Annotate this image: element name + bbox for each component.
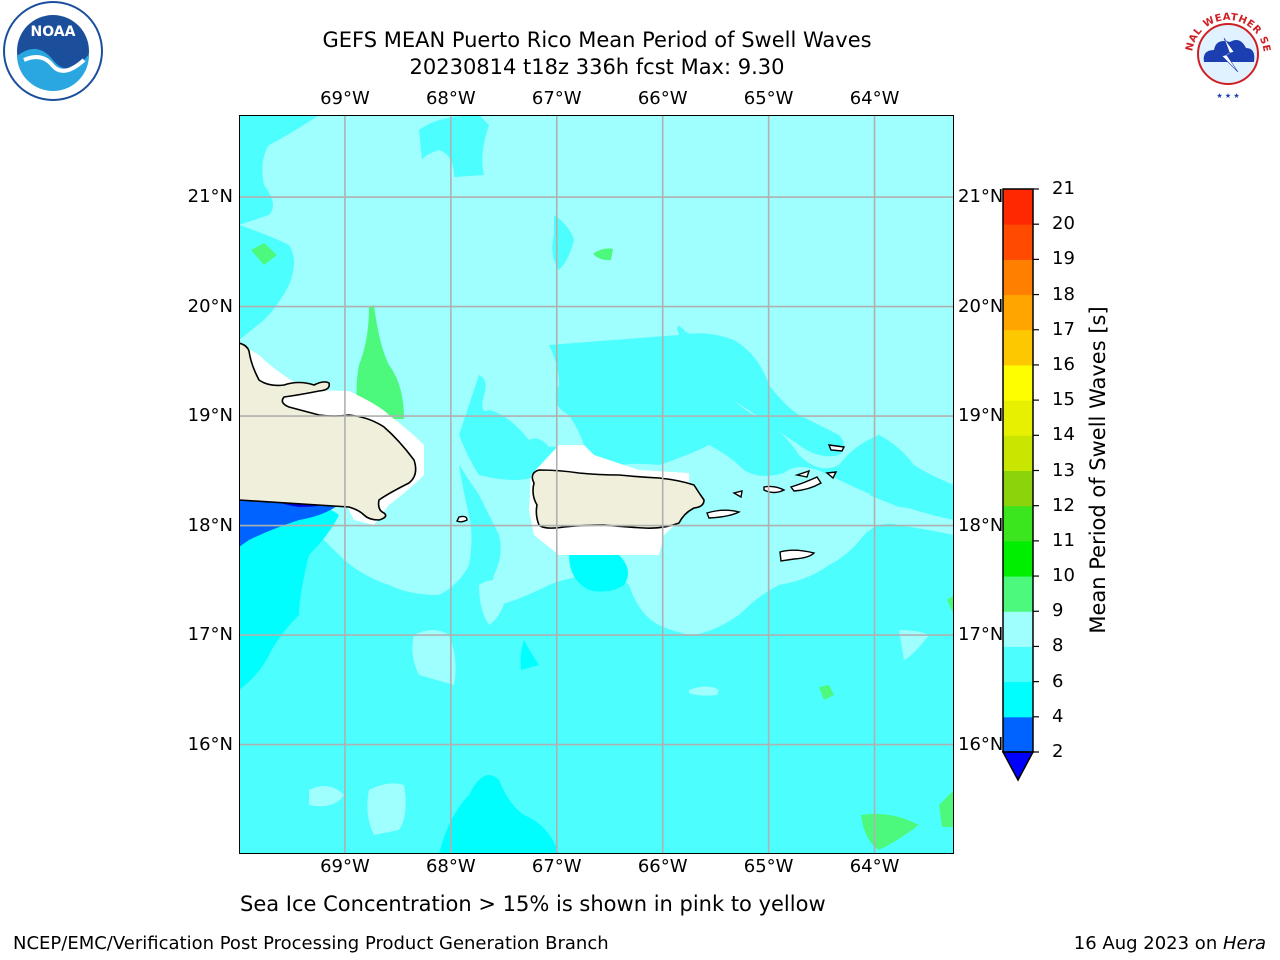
lon-label: 68°W — [425, 88, 476, 109]
colorbar-tick-label: 6 — [1052, 670, 1064, 692]
colorbar-segment — [1003, 681, 1033, 718]
lon-label: 69°W — [320, 856, 370, 877]
contour-8-9-pockets — [309, 580, 929, 835]
lon-label: 66°W — [637, 88, 688, 109]
lon-label: 64°W — [849, 856, 900, 877]
lat-label: 20°N — [958, 295, 1004, 317]
nws-logo: NATIONAL WEATHER SERVICE ★ ★ ★ — [1178, 2, 1277, 101]
lat-label: 21°N — [187, 186, 233, 208]
lat-label: 18°N — [187, 514, 233, 536]
colorbar-segment — [1003, 576, 1033, 612]
colorbar-tick-label: 20 — [1052, 213, 1075, 235]
colorbar-tick-label: 8 — [1052, 635, 1064, 657]
lat-label: 16°N — [958, 733, 1004, 755]
lat-label: 16°N — [187, 733, 233, 755]
contour-2-4 — [239, 500, 344, 547]
sea-ice-note: Sea Ice Concentration > 15% is shown in … — [240, 892, 826, 916]
producer-credit: NCEP/EMC/Verification Post Processing Pr… — [13, 933, 609, 954]
chart-subtitle: 20230814 t18z 336h fcst Max: 9.30 — [409, 55, 785, 79]
colorbar-segment — [1003, 470, 1033, 507]
lat-label: 21°N — [958, 186, 1004, 208]
lon-label: 69°W — [320, 88, 370, 109]
lat-label: 17°N — [187, 624, 233, 646]
colorbar-segment — [1003, 646, 1033, 683]
colorbar-segment — [1003, 505, 1033, 542]
svg-text:NOAA: NOAA — [31, 24, 76, 40]
lon-label: 67°W — [531, 88, 582, 109]
colorbar-tick-label: 12 — [1052, 494, 1075, 516]
colorbar-tick-label: 21 — [1052, 178, 1075, 199]
colorbar-tick-label: 17 — [1052, 318, 1075, 340]
colorbar-tick-label: 16 — [1052, 353, 1075, 375]
lon-label: 65°W — [743, 88, 794, 109]
noaa-logo: NOAA — [3, 1, 103, 101]
colorbar-segment — [1003, 400, 1033, 436]
lon-label: 66°W — [637, 856, 688, 877]
swell-period-map — [239, 115, 954, 854]
grid-lines — [239, 115, 954, 854]
colorbar-tick-label: 2 — [1052, 741, 1064, 762]
colorbar-tick-label: 9 — [1052, 600, 1064, 622]
generation-date: 16 Aug 2023 on Hera — [1073, 933, 1266, 954]
land-hispaniola — [239, 342, 417, 521]
colorbar-segment — [1003, 364, 1033, 401]
contour-9-10 — [251, 243, 954, 850]
chart-title: GEFS MEAN Puerto Rico Mean Period of Swe… — [322, 28, 872, 52]
lon-label: 68°W — [425, 856, 476, 877]
colorbar-tick-label: 15 — [1052, 389, 1075, 411]
colorbar-segment — [1003, 540, 1033, 577]
svg-text:★ ★ ★: ★ ★ ★ — [1216, 92, 1239, 100]
lat-label: 19°N — [958, 405, 1004, 427]
lat-label: 20°N — [187, 295, 233, 317]
lon-label: 67°W — [531, 856, 582, 877]
colorbar-tick-label: 10 — [1052, 565, 1075, 587]
colorbar-tick-label: 19 — [1052, 248, 1075, 270]
land-puerto-rico — [531, 469, 705, 529]
colorbar-segment — [1003, 435, 1033, 471]
lat-label: 19°N — [187, 405, 233, 427]
colorbar-extend-triangle — [1001, 751, 1035, 782]
lon-label: 64°W — [849, 88, 900, 109]
colorbar-segment — [1003, 189, 1033, 225]
colorbar-tick-label: 14 — [1052, 424, 1075, 446]
colorbar-segment — [1003, 329, 1033, 366]
colorbar-tick-label: 13 — [1052, 459, 1075, 481]
colorbar-segment — [1003, 611, 1033, 647]
colorbar-label: Mean Period of Swell Waves [s] — [1086, 306, 1110, 634]
lat-label: 17°N — [958, 624, 1004, 646]
colorbar-segment — [1003, 294, 1033, 331]
colorbar-segment — [1003, 259, 1033, 296]
lat-label: 18°N — [958, 514, 1004, 536]
colorbar-segment — [1003, 224, 1033, 260]
colorbar-segment — [1003, 716, 1033, 753]
colorbar-tick-label: 4 — [1052, 705, 1064, 727]
lon-label: 65°W — [743, 856, 794, 877]
colorbar — [1001, 188, 1039, 782]
colorbar-tick-label: 18 — [1052, 283, 1075, 305]
colorbar-tick-label: 11 — [1052, 529, 1075, 551]
